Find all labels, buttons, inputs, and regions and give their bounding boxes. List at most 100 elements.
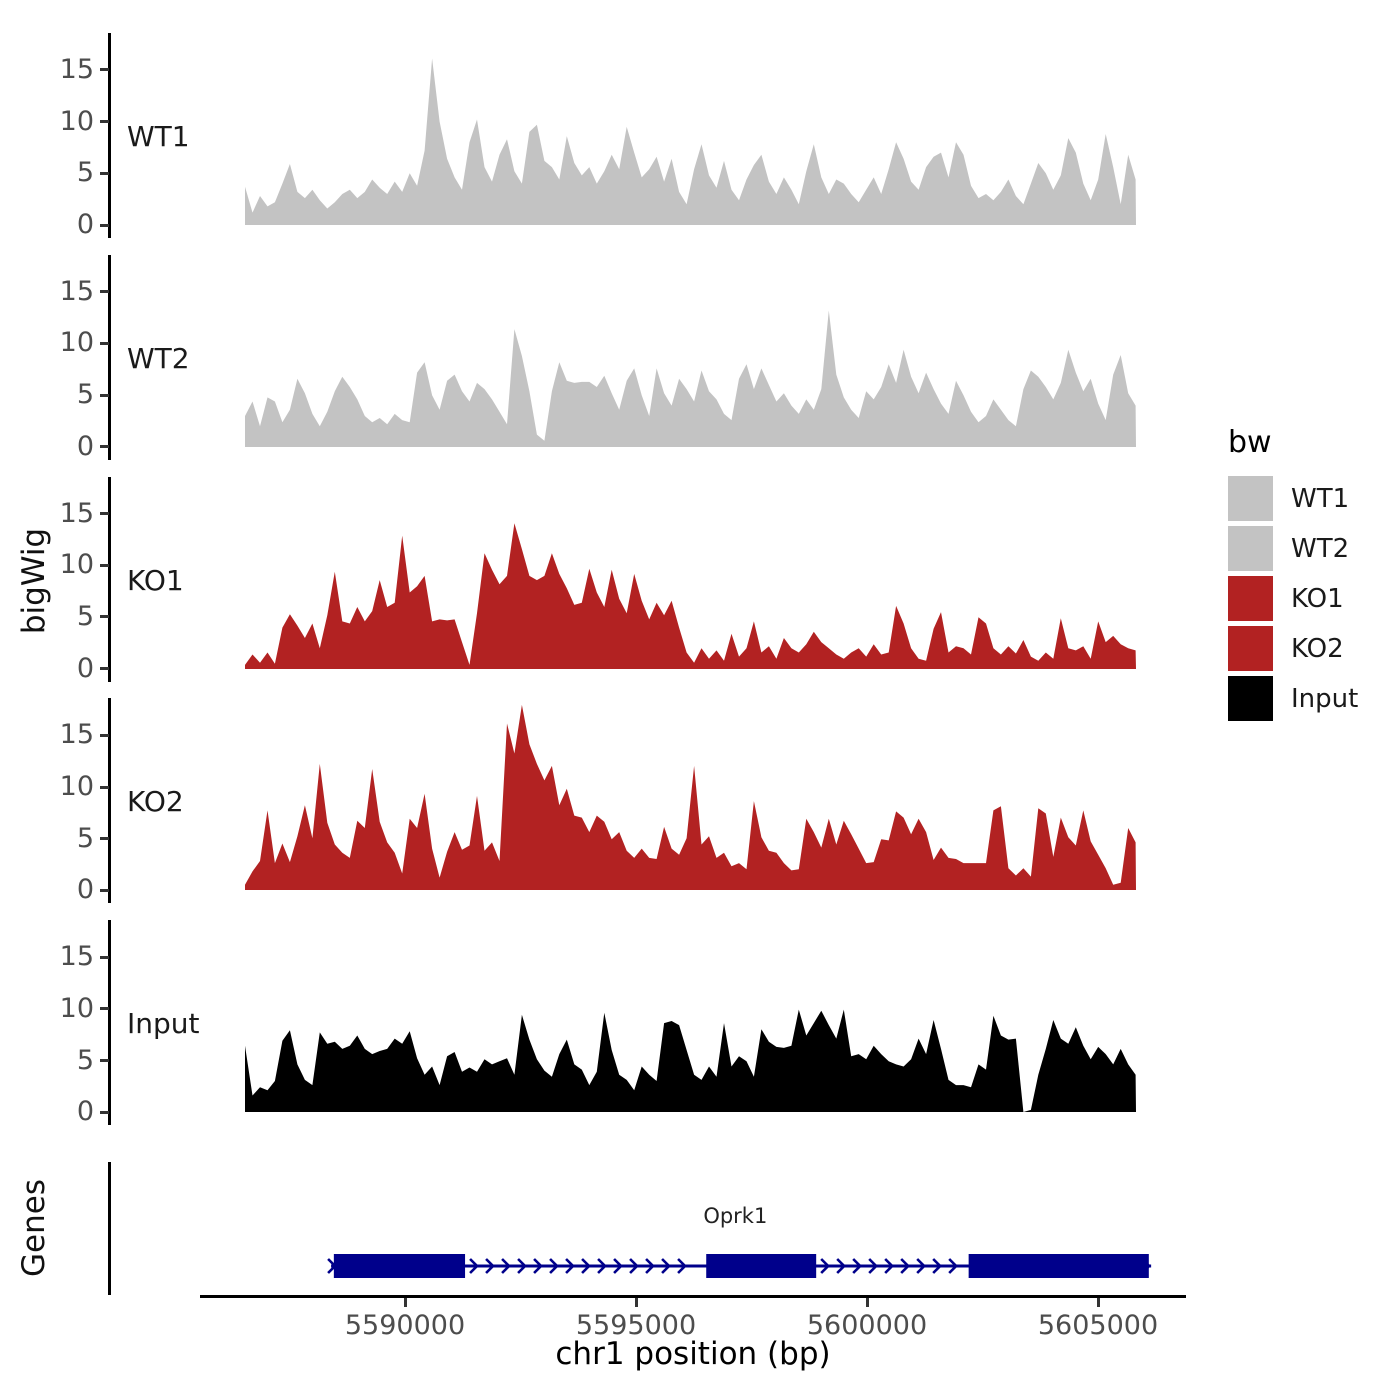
track-label-KO2: KO2: [127, 785, 184, 819]
y-tick-KO1-0: [100, 667, 109, 671]
legend-item-WT2: WT2: [1228, 526, 1398, 571]
area-polygon-KO2: [245, 705, 1137, 891]
exon-box-2: [706, 1254, 817, 1278]
legend-swatch-WT2: [1228, 526, 1273, 571]
area-polygon-KO1: [245, 522, 1137, 669]
strand-arrow-icon: [581, 1258, 591, 1274]
y-tick-WT2-0: [100, 445, 109, 449]
legend-label-KO2: KO2: [1291, 633, 1344, 664]
strand-arrow-icon: [932, 1258, 943, 1274]
y-tick-label-Input-5: 5: [76, 1044, 94, 1076]
y-tick-label-WT1-5: 5: [76, 157, 94, 189]
gene-model-Oprk1: [327, 1254, 1152, 1278]
y-tick-WT2-5: [100, 393, 109, 397]
y-tick-label-WT2-15: 15: [59, 275, 94, 307]
strand-arrow-icon: [517, 1258, 527, 1274]
y-tick-Input-5: [100, 1059, 109, 1062]
strand-arrow-icon: [501, 1258, 511, 1274]
y-tick-Input-15: [100, 955, 109, 959]
strand-arrow-icon: [533, 1258, 543, 1274]
strand-arrow-icon: [868, 1258, 879, 1274]
y-tick-Input-0: [100, 1110, 109, 1114]
strand-arrow-icon: [565, 1258, 575, 1274]
track-label-KO1: KO1: [127, 563, 184, 597]
y-axis-line-KO2: [108, 698, 111, 904]
x-tick-label-5590000: 5590000: [344, 1310, 466, 1341]
strand-arrow-icon: [884, 1258, 895, 1274]
y-tick-WT2-10: [100, 341, 109, 345]
track-area-KO1: [245, 522, 1137, 669]
legend-item-KO2: KO2: [1228, 626, 1398, 671]
gene-name-label: Oprk1: [703, 1204, 768, 1228]
x-tick-5595000: [634, 1298, 638, 1307]
strand-arrow-icon: [485, 1258, 495, 1274]
y-tick-label-WT1-10: 10: [59, 105, 94, 137]
strand-arrow-icon: [469, 1258, 479, 1274]
y-tick-label-WT2-10: 10: [59, 327, 94, 359]
y-axis-line-KO1: [108, 476, 111, 682]
y-tick-label-KO1-15: 15: [59, 497, 94, 529]
track-label-Input: Input: [127, 1007, 200, 1041]
strand-arrow-icon: [677, 1258, 687, 1274]
y-tick-label-KO1-5: 5: [76, 600, 94, 632]
exon-box-3: [968, 1254, 1149, 1278]
legend-title: bw: [1228, 425, 1272, 460]
track-area-Input: [245, 1009, 1137, 1113]
legend-label-WT2: WT2: [1291, 533, 1350, 564]
y-tick-WT1-5: [100, 171, 109, 175]
legend-label-KO1: KO1: [1291, 583, 1344, 614]
y-tick-label-KO1-10: 10: [59, 549, 94, 581]
track-label-WT2: WT2: [127, 341, 190, 375]
legend-label-Input: Input: [1291, 683, 1359, 714]
y-tick-label-KO1-0: 0: [76, 652, 94, 684]
y-axis-line-WT2: [108, 254, 111, 460]
legend-swatch-Input: [1228, 676, 1273, 721]
y-tick-WT1-15: [100, 68, 109, 72]
x-tick-5600000: [865, 1298, 869, 1307]
y-tick-KO2-0: [100, 888, 109, 892]
x-axis-title: chr1 position (bp): [555, 1336, 831, 1372]
x-tick-5590000: [403, 1298, 407, 1307]
y-tick-label-WT1-15: 15: [59, 53, 94, 85]
legend-item-KO1: KO1: [1228, 576, 1398, 621]
x-tick-label-5595000: 5595000: [575, 1310, 697, 1341]
y-axis-line-WT1: [108, 33, 111, 238]
strand-arrow-icon: [645, 1258, 655, 1274]
strand-arrow-icon: [549, 1258, 559, 1274]
y-tick-KO1-15: [100, 512, 109, 515]
legend-label-WT1: WT1: [1291, 483, 1350, 514]
legend-swatch-WT1: [1228, 476, 1273, 521]
strand-arrow-icon: [916, 1258, 927, 1274]
y-tick-KO2-10: [100, 785, 109, 789]
strand-arrow-icon: [613, 1258, 623, 1274]
y-tick-label-WT1-0: 0: [76, 209, 94, 240]
x-tick-label-5600000: 5600000: [806, 1310, 928, 1341]
y-tick-KO1-5: [100, 615, 109, 619]
y-tick-KO2-5: [100, 837, 109, 841]
strand-arrow-icon: [629, 1258, 639, 1274]
area-polygon-Input: [245, 1009, 1137, 1113]
area-polygon-WT2: [245, 310, 1137, 447]
y-tick-KO1-10: [100, 563, 109, 567]
legend-swatch-KO1: [1228, 576, 1273, 621]
exon-box-1: [333, 1254, 466, 1278]
strand-arrow-icon: [661, 1258, 671, 1274]
strand-arrow-icon: [852, 1258, 863, 1274]
genes-axis-line: [108, 1162, 111, 1295]
strand-arrow-icon: [836, 1258, 847, 1274]
y-tick-label-Input-15: 15: [59, 941, 94, 973]
y-tick-label-WT2-0: 0: [76, 430, 94, 462]
y-tick-WT1-10: [100, 120, 109, 124]
legend: bw WT1 WT2 KO1 KO2 Input: [1228, 425, 1398, 755]
strand-arrow-icon: [900, 1258, 911, 1274]
legend-item-Input: Input: [1228, 676, 1398, 721]
x-tick-label-5605000: 5605000: [1037, 1310, 1159, 1341]
y-tick-label-KO2-0: 0: [76, 874, 94, 906]
y-tick-label-KO2-5: 5: [76, 822, 94, 854]
legend-items: WT1 WT2 KO1 KO2 Input: [1228, 476, 1398, 721]
area-polygon-WT1: [245, 58, 1137, 225]
strand-arrow-icon: [948, 1258, 959, 1274]
legend-item-WT1: WT1: [1228, 476, 1398, 521]
